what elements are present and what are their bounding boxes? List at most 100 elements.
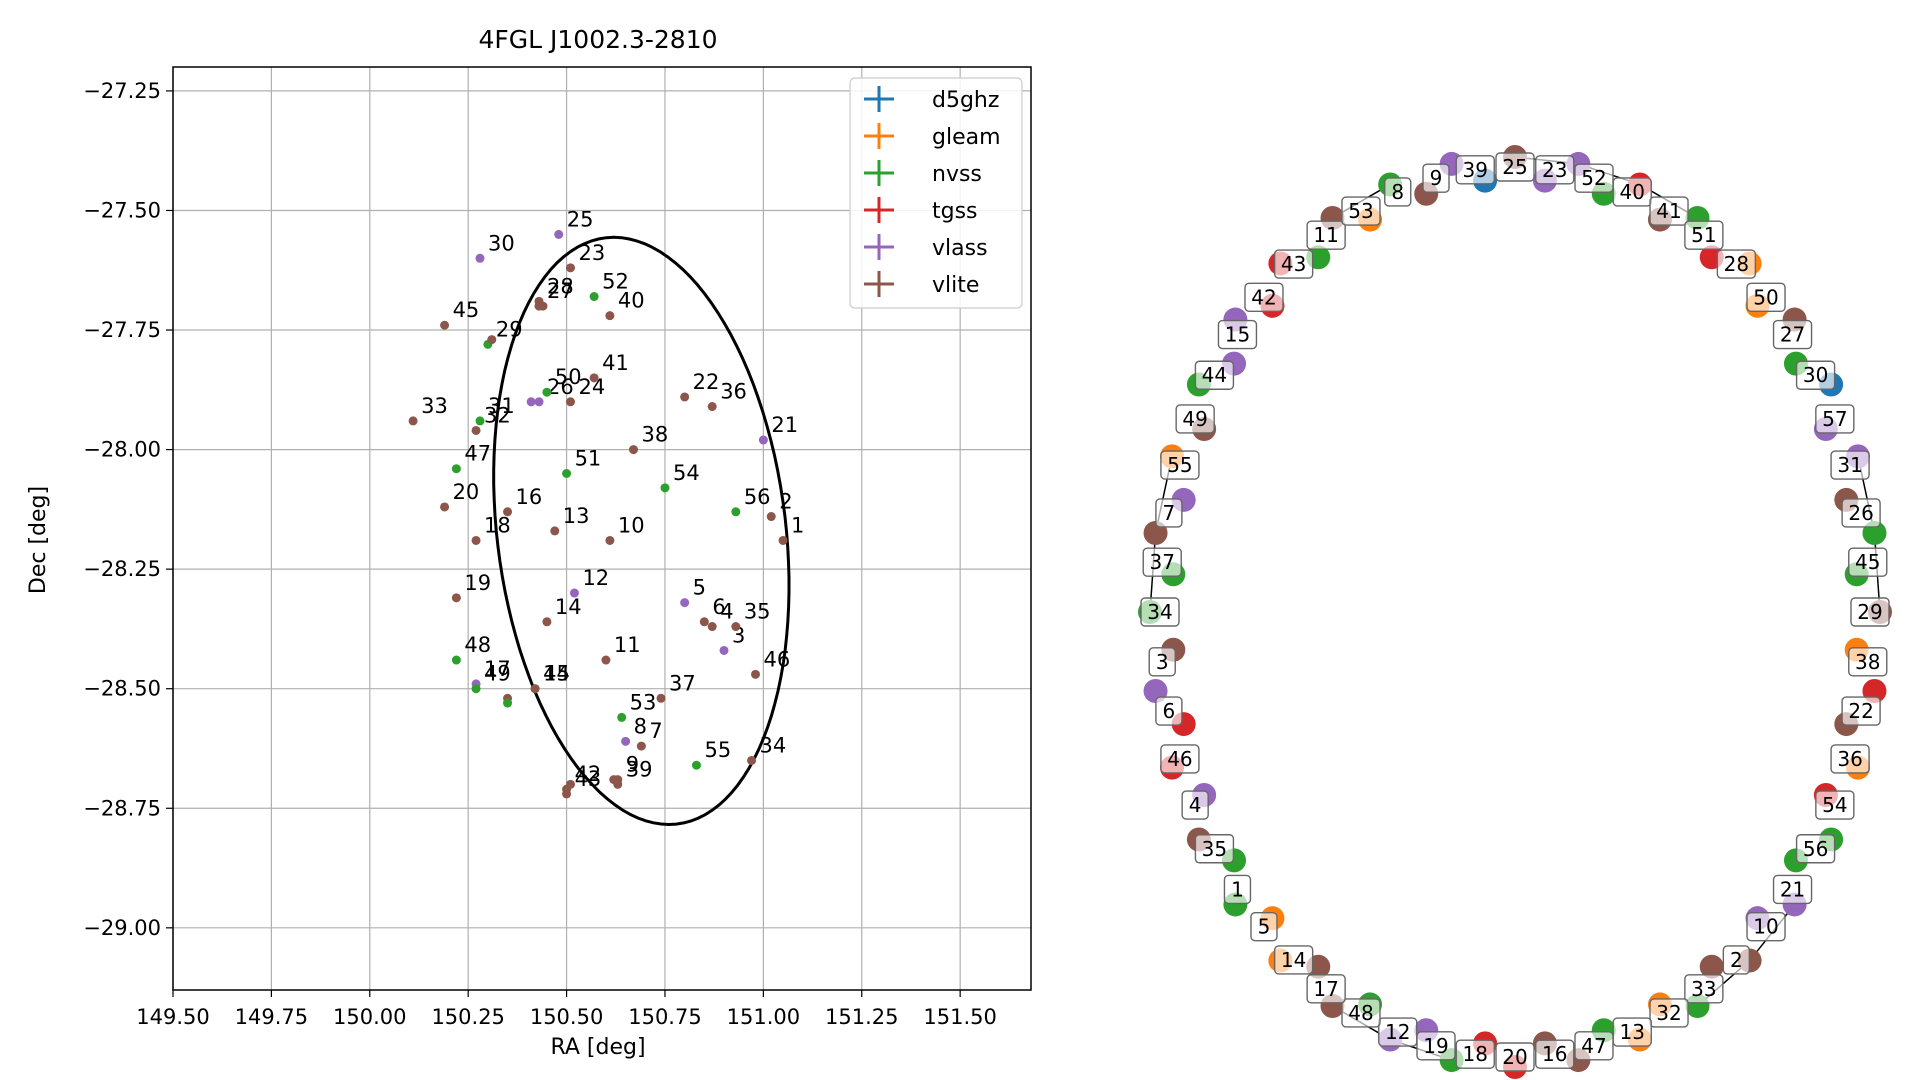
network-label-box	[1684, 220, 1724, 250]
network-label: 21	[1780, 877, 1805, 901]
x-tick-label: 151.50	[923, 1005, 996, 1029]
network-label: 51	[1691, 223, 1716, 247]
network-label-box	[1455, 1039, 1495, 1069]
point-label: 16	[516, 485, 543, 509]
point-label: 21	[771, 413, 798, 437]
point-vlite	[766, 512, 776, 522]
legend-label: vlite	[932, 273, 979, 298]
legend-label: d5ghz	[932, 88, 999, 113]
source-points: 1234567891011121314151617181920212223242…	[408, 207, 804, 799]
x-tick-label: 149.50	[136, 1005, 209, 1029]
network-label-box	[1830, 744, 1870, 774]
point-nvss	[589, 292, 599, 302]
network-label-box	[1181, 790, 1209, 820]
point-nvss	[562, 469, 572, 479]
point-label: 17	[484, 657, 511, 681]
network-label-box	[1194, 834, 1235, 864]
network-label: 20	[1502, 1045, 1527, 1069]
point-vlite	[750, 669, 760, 679]
point-label: 43	[575, 767, 602, 791]
network-label-box	[1848, 647, 1888, 677]
network-label: 42	[1251, 285, 1276, 309]
point-vlite	[408, 416, 418, 426]
point-label: 47	[464, 442, 491, 466]
network-label-box	[1649, 998, 1689, 1028]
point-label: 35	[744, 600, 771, 624]
point-label: 15	[543, 662, 570, 686]
x-tick-label: 150.75	[628, 1005, 701, 1029]
network-label: 25	[1502, 155, 1527, 179]
network-label-box	[1772, 319, 1813, 350]
point-label: 12	[582, 566, 609, 590]
point-vlite	[778, 535, 788, 545]
network-label-box	[1160, 450, 1200, 480]
point-label: 11	[614, 633, 641, 657]
network-label: 48	[1348, 1001, 1373, 1025]
point-nvss	[542, 387, 552, 397]
point-nvss	[451, 464, 461, 474]
point-label: 40	[618, 289, 645, 313]
network-label-box	[1535, 1039, 1575, 1069]
y-tick-label: −28.50	[83, 677, 161, 701]
point-label: 14	[555, 595, 582, 619]
point-label: 20	[453, 480, 480, 504]
legend: d5ghz gleam nvss tgss vlass vlite	[849, 77, 1023, 309]
point-label: 51	[575, 447, 602, 471]
network-label: 56	[1803, 837, 1828, 861]
point-vlite	[471, 425, 481, 435]
point-label: 19	[464, 571, 491, 595]
network-label-box	[1244, 282, 1284, 313]
x-axis-label: RA [deg]	[550, 1035, 645, 1060]
network-label: 40	[1620, 180, 1645, 204]
point-label: 45	[453, 298, 480, 322]
point-vlass	[475, 253, 485, 263]
network-label: 30	[1803, 363, 1828, 387]
network-label-box	[1422, 163, 1450, 193]
network-label: 6	[1163, 699, 1176, 723]
network-label: 10	[1753, 915, 1778, 939]
network-label-box	[1250, 911, 1278, 942]
point-label: 55	[704, 738, 731, 762]
point-vlite	[542, 617, 552, 627]
network-label: 22	[1848, 699, 1873, 723]
network-label-box	[1841, 498, 1881, 528]
network-panel: 25 23 524041512850273057312645293822365456…	[1138, 145, 1892, 1079]
y-tick-label: −28.25	[83, 557, 161, 581]
point-vlite	[530, 684, 540, 694]
network-label: 52	[1581, 166, 1606, 190]
network-label: 7	[1163, 501, 1176, 525]
chart-title: 4FGL J1002.3-2810	[478, 25, 717, 54]
network-node	[1699, 954, 1724, 979]
x-tick-label: 149.75	[235, 1005, 308, 1029]
network-label: 39	[1463, 158, 1488, 182]
network-label-box	[1495, 152, 1535, 182]
point-vlite	[550, 526, 560, 536]
network-label: 18	[1463, 1042, 1488, 1066]
point-vlass	[680, 598, 690, 608]
network-label-box	[1830, 450, 1870, 480]
network-label: 43	[1281, 252, 1306, 276]
y-tick-label: −27.75	[83, 318, 161, 342]
point-vlite	[566, 263, 576, 273]
network-label: 49	[1182, 407, 1207, 431]
network-label: 4	[1189, 793, 1202, 817]
point-label: 54	[673, 461, 700, 485]
legend-label: tgss	[932, 199, 978, 224]
network-label: 1	[1231, 877, 1244, 901]
x-ticks: 149.50 149.75 150.00 150.25 150.50 150.75 151.…	[136, 990, 997, 1029]
point-label: 37	[669, 671, 696, 695]
network-label-box	[1273, 249, 1314, 279]
point-vlass	[534, 397, 544, 407]
network-labels: 25 23 524041512850273057312645293822365456…	[1140, 152, 1890, 1072]
network-label-box	[1815, 404, 1855, 434]
point-label: 46	[763, 647, 790, 671]
point-vlite	[451, 593, 461, 603]
point-vlite	[538, 301, 548, 311]
network-label: 54	[1822, 793, 1847, 817]
network-label: 46	[1167, 747, 1192, 771]
point-label: 39	[626, 757, 653, 781]
point-label: 41	[602, 351, 629, 375]
point-vlite	[605, 311, 615, 321]
point-nvss	[617, 712, 627, 722]
